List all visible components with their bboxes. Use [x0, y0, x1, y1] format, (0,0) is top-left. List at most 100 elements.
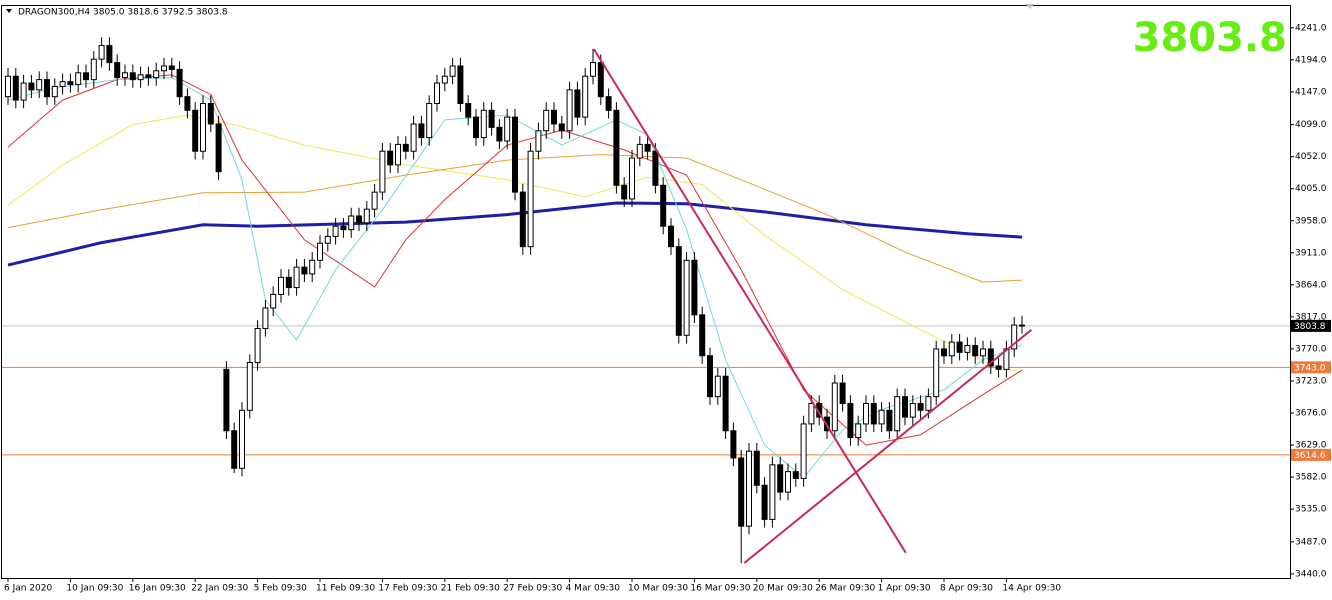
menu-arrow[interactable]: [6, 9, 12, 13]
y-tick-label: 3535.0: [1295, 505, 1327, 515]
candle-body: [83, 72, 89, 81]
candle-body: [527, 150, 534, 248]
candle-body: [168, 65, 175, 70]
candle-body: [675, 246, 682, 336]
candle-body: [371, 191, 378, 210]
moving-average: [7, 154, 1023, 283]
candle-body: [59, 81, 66, 87]
candle-body: [426, 102, 433, 139]
y-tick-label: 3582.0: [1295, 473, 1327, 483]
big-price: 3803.8: [1133, 15, 1287, 61]
candle-body: [67, 81, 74, 85]
candle-body: [644, 143, 651, 152]
candle-body: [145, 74, 152, 79]
moving-average: [7, 114, 1023, 374]
candle-body: [200, 102, 206, 152]
price-level-box: [1291, 448, 1331, 461]
y-tick-label: 3676.0: [1295, 409, 1327, 419]
candle-body: [387, 150, 394, 166]
candle-body: [278, 276, 284, 295]
candle-body: [574, 89, 581, 118]
candle-body: [738, 457, 745, 527]
candle-body: [441, 75, 448, 84]
x-tick-label: 14 Apr 09:30: [1002, 584, 1061, 594]
y-tick-label: 4005.0: [1295, 184, 1327, 194]
candle-body: [28, 82, 35, 91]
x-tick-label: 16 Mar 09:30: [690, 584, 750, 594]
candle-body: [535, 130, 542, 152]
y-tick-label: 3911.0: [1295, 248, 1327, 258]
candle-body: [293, 266, 300, 289]
candle-body: [153, 70, 160, 79]
candle-body: [980, 348, 986, 357]
candle-body: [504, 116, 511, 142]
candle-body: [457, 65, 464, 104]
candle-body: [231, 430, 238, 469]
candle-body: [480, 109, 487, 139]
candle-body: [948, 341, 955, 357]
candle-body: [301, 266, 308, 275]
candle-body: [379, 150, 386, 193]
y-tick-label: 3770.0: [1295, 344, 1327, 354]
price-level-label: 3803.8: [1294, 322, 1326, 332]
y-tick-label: 4241.0: [1295, 23, 1327, 33]
candle-body: [839, 382, 846, 404]
candle-body: [878, 409, 885, 425]
candle-body: [621, 184, 628, 200]
candle-body: [925, 396, 932, 411]
candle-body: [309, 259, 316, 275]
price-level-box: [1291, 361, 1331, 374]
y-tick-label: 3817.0: [1295, 312, 1327, 322]
x-tick-label: 5 Feb 09:30: [254, 584, 308, 594]
shift-marker: [1026, 4, 1034, 9]
candle-body: [44, 79, 50, 98]
candle-body: [753, 450, 760, 486]
candle-body: [894, 396, 901, 432]
candle-body: [956, 341, 963, 353]
candle-body: [660, 184, 667, 227]
candle-body: [410, 123, 417, 152]
candle-body: [395, 143, 401, 166]
candle-body: [746, 450, 752, 527]
x-tick-label: 21 Feb 09:30: [441, 584, 500, 594]
chart-title: DRAGON300,H4 3805.0 3818.6 3792.5 3803.8: [18, 8, 228, 18]
candle-body: [215, 123, 222, 173]
candle-body: [886, 409, 893, 432]
candle-body: [1019, 324, 1025, 327]
candle-body: [262, 307, 269, 329]
candle-body: [473, 116, 479, 139]
candle-body: [855, 423, 862, 439]
candle-body: [707, 355, 713, 398]
candle-body: [122, 72, 128, 79]
candle-body: [434, 82, 440, 104]
x-tick-label: 6 Jan 2020: [4, 584, 52, 594]
candle-body: [270, 293, 277, 309]
candle-body: [20, 82, 27, 101]
x-tick-label: 10 Jan 09:30: [66, 584, 123, 594]
candle-body: [551, 109, 557, 125]
candle-body: [98, 45, 105, 60]
candle-body: [613, 109, 620, 186]
candle-body: [597, 62, 604, 98]
candle-body: [254, 327, 261, 364]
candle-body: [808, 402, 815, 425]
candle-body: [683, 259, 690, 336]
candle-body: [239, 409, 245, 469]
candle-body: [488, 109, 495, 128]
candle-body: [184, 96, 191, 111]
y-tick-label: 4052.0: [1295, 152, 1327, 162]
y-tick-label: 4147.0: [1295, 87, 1327, 97]
candle-body: [176, 68, 183, 98]
y-tick-label: 3864.0: [1295, 280, 1327, 290]
candle-body: [363, 208, 370, 224]
plot-frame: [1, 5, 1291, 579]
candle-body: [714, 375, 721, 398]
candle-body: [5, 75, 11, 98]
candle-body: [114, 62, 121, 79]
candle-body: [106, 45, 113, 64]
candle-body: [12, 75, 19, 101]
candle-body: [496, 126, 503, 142]
candle-body: [418, 123, 425, 139]
candle-body: [964, 345, 971, 353]
candle-body: [785, 471, 791, 493]
